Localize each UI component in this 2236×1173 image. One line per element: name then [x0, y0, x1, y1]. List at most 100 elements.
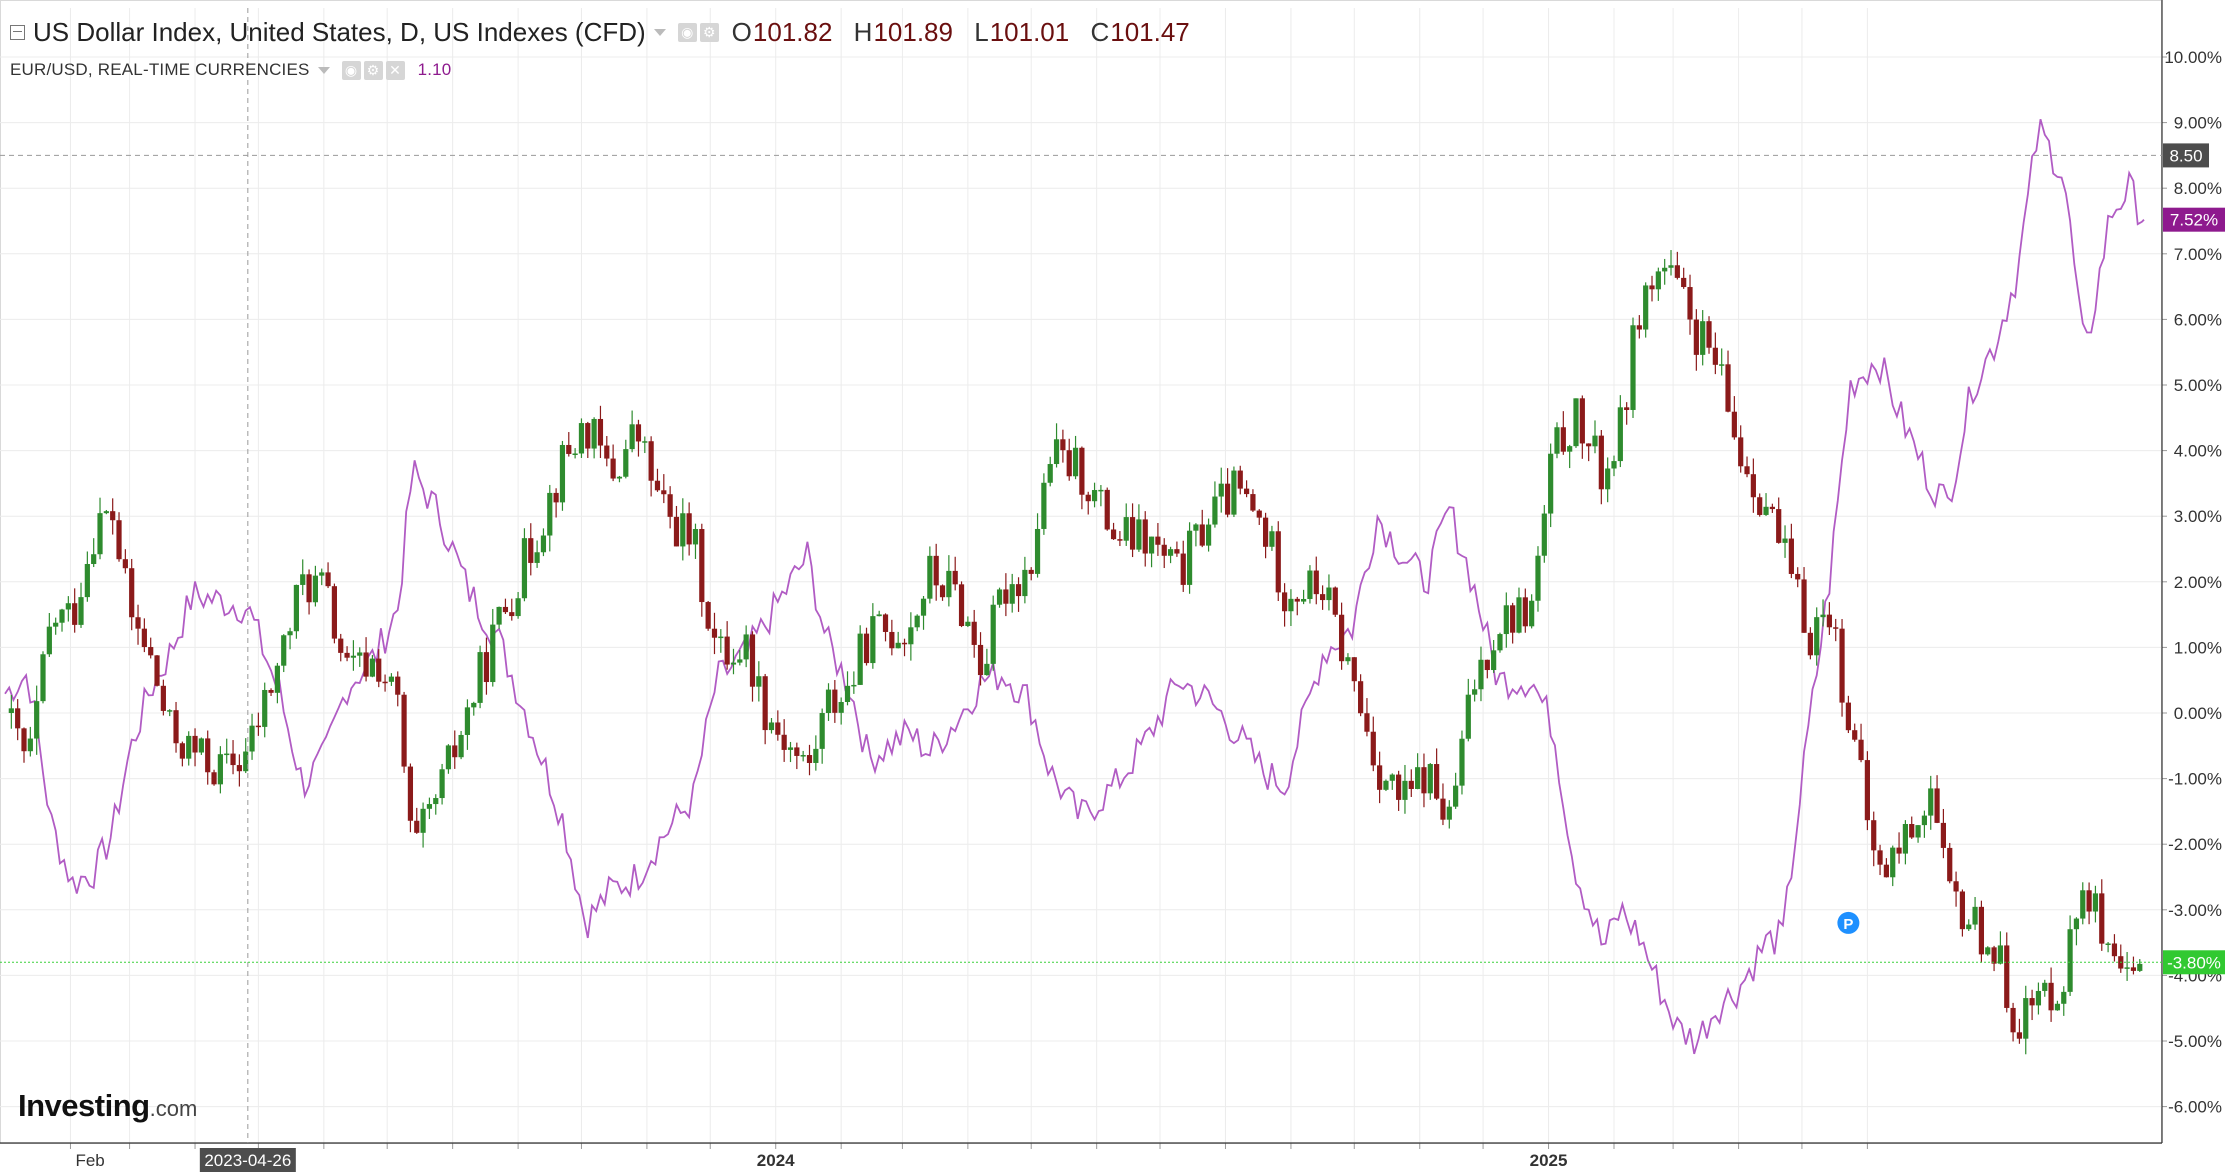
candle-body — [274, 665, 280, 693]
candle-body — [604, 445, 610, 459]
candle-body — [952, 570, 958, 585]
candle-body — [2105, 943, 2111, 945]
candle-body — [1484, 659, 1490, 671]
main-series-title[interactable]: US Dollar Index, United States, D, US In… — [33, 16, 646, 47]
candle-body — [1288, 598, 1294, 612]
candle-body — [1896, 847, 1902, 854]
candle-body — [1326, 587, 1332, 601]
candle-body — [1332, 587, 1338, 615]
chevron-down-icon[interactable] — [653, 28, 666, 36]
candle-body — [490, 624, 496, 683]
candle-body — [585, 423, 591, 449]
candle-body — [1364, 713, 1370, 732]
high-label: H — [853, 16, 873, 47]
candle-body — [1560, 427, 1566, 452]
candle-body — [559, 444, 566, 503]
candle-body — [787, 747, 794, 750]
candle-body — [363, 652, 369, 677]
investing-logo: Investing.com — [18, 1088, 197, 1124]
candle-body — [8, 708, 14, 713]
candle-body — [255, 725, 261, 728]
candle-body — [1687, 287, 1693, 320]
candle-body — [1947, 847, 1953, 882]
candle-body — [53, 622, 59, 627]
candle-body — [857, 633, 863, 685]
candle-body — [1377, 765, 1383, 790]
compare-series-title[interactable]: EUR/USD, REAL-TIME CURRENCIES — [10, 60, 310, 79]
candle-body — [901, 642, 908, 645]
candle-body — [616, 476, 623, 479]
candle-body — [762, 676, 768, 731]
candle-body — [1738, 437, 1744, 467]
candle-body — [471, 702, 477, 708]
gear-icon[interactable]: ⚙ — [699, 22, 719, 42]
y-tick-label: 3.00% — [2174, 507, 2222, 526]
candle-body — [84, 563, 90, 598]
candle-body — [547, 492, 553, 536]
candle-body — [1091, 490, 1098, 502]
candle-body — [844, 685, 851, 703]
candle-body — [908, 627, 914, 645]
candle-body — [2124, 967, 2130, 969]
candle-body — [1066, 450, 1072, 477]
candle-body — [1655, 271, 1661, 290]
candle-body — [1123, 517, 1129, 541]
candle-body — [1472, 689, 1478, 695]
candle-body — [794, 747, 800, 756]
candle-body — [1053, 439, 1060, 465]
candle-body — [249, 725, 255, 752]
y-tick-label: 4.00% — [2174, 442, 2222, 461]
candle-body — [388, 676, 395, 682]
eye-icon[interactable]: ◉ — [677, 22, 697, 42]
candle-body — [946, 570, 952, 598]
candle-body — [756, 676, 762, 687]
candle-body — [1529, 600, 1535, 627]
collapse-icon[interactable] — [10, 24, 25, 40]
candle-body — [1757, 497, 1763, 515]
compare-value: 1.10 — [417, 60, 452, 79]
candle-body — [1801, 579, 1807, 633]
candle-body — [40, 654, 46, 702]
logo-text: Investing — [18, 1088, 150, 1123]
gear-icon[interactable]: ⚙ — [363, 60, 383, 80]
candle-body — [338, 638, 344, 653]
eye-icon[interactable]: ◉ — [341, 60, 361, 80]
chevron-down-icon[interactable] — [317, 66, 330, 74]
candle-body — [977, 644, 984, 676]
candle-body — [1136, 519, 1142, 550]
candle-body — [1028, 569, 1034, 574]
candle-body — [933, 555, 939, 586]
candle-body — [1231, 470, 1237, 515]
candle-body — [1478, 659, 1484, 690]
candle-body — [420, 808, 426, 833]
candle-body — [192, 735, 198, 753]
candle-body — [2010, 1007, 2016, 1033]
candle-body — [1446, 806, 1452, 820]
candle-body — [800, 755, 806, 757]
candle-body — [572, 453, 578, 455]
candle-body — [1725, 364, 1731, 412]
close-icon[interactable]: ✕ — [385, 60, 405, 80]
candle-body — [578, 423, 585, 454]
y-tick-label: 7.00% — [2174, 245, 2222, 264]
candle-body — [1345, 657, 1351, 662]
candle-body — [122, 559, 128, 569]
candle-body — [927, 555, 933, 599]
candle-body — [1662, 267, 1668, 272]
low-label: L — [974, 16, 989, 47]
candle-body — [889, 631, 895, 649]
candle-body — [1852, 730, 1858, 740]
candle-body — [648, 441, 654, 481]
candle-body — [1567, 446, 1573, 452]
candle-body — [1098, 489, 1104, 492]
candle-body — [1250, 494, 1256, 511]
dxy-candles — [8, 250, 2143, 1055]
candle-body — [2048, 982, 2054, 1011]
candle-body — [198, 738, 204, 753]
candle-body — [1060, 439, 1066, 451]
candle-body — [775, 722, 781, 735]
y-tick-label: 5.00% — [2174, 376, 2222, 395]
candle-body — [1269, 531, 1275, 547]
